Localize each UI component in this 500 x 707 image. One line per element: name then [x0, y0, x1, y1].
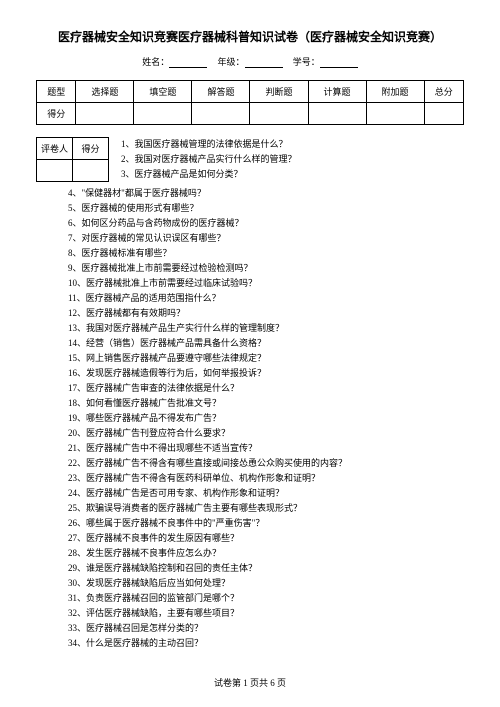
grader-score-label: 得分	[73, 138, 109, 160]
score-header-cell: 附加题	[366, 81, 424, 103]
question-item: 9、医疗器械批准上市前需要经过检验检测吗？	[68, 261, 464, 276]
question-item: 31、负责医疗器械召回的监管部门是哪个？	[68, 591, 464, 606]
question-item: 21、医疗器械广告中不得出现哪些不适当宣传？	[68, 441, 464, 456]
question-item: 3、医疗器械产品是如何分类？	[121, 167, 297, 182]
question-item: 7、对医疗器械的常见认识误区有哪些？	[68, 231, 464, 246]
question-item: 2、我国对医疗器械产品实行什么样的管理？	[121, 152, 297, 167]
question-item: 8、医疗器械标准有哪些？	[68, 246, 464, 261]
question-item: 18、如何看懂医疗器械广告批准文号？	[68, 396, 464, 411]
score-cell	[424, 103, 463, 125]
score-header-row: 题型 选择题 填空题 解答题 判断题 计算题 附加题 总分	[37, 81, 464, 103]
score-header-cell: 总分	[424, 81, 463, 103]
score-header-cell: 题型	[37, 81, 76, 103]
score-table: 题型 选择题 填空题 解答题 判断题 计算题 附加题 总分 得分	[36, 80, 464, 125]
question-item: 10、医疗器械批准上市前需要经过临床试验吗？	[68, 276, 464, 291]
question-item: 25、欺骗误导消费者的医疗器械广告主要有哪些表现形式？	[68, 501, 464, 516]
score-value-row: 得分	[37, 103, 464, 125]
score-cell	[192, 103, 250, 125]
question-item: 17、医疗器械广告审查的法律依据是什么？	[68, 381, 464, 396]
question-item: 15、网上销售医疗器械产品要遵守哪些法律规定？	[68, 351, 464, 366]
question-item: 19、哪些医疗器械产品不得发布广告？	[68, 411, 464, 426]
question-item: 14、经营（销售）医疗器械产品需具备什么资格？	[68, 336, 464, 351]
score-header-cell: 计算题	[308, 81, 366, 103]
grader-cell	[37, 160, 73, 182]
question-item: 6、如何区分药品与含药物成份的医疗器械？	[68, 216, 464, 231]
score-cell	[366, 103, 424, 125]
question-item: 29、谁是医疗器械缺陷控制和召回的责任主体？	[68, 561, 464, 576]
questions-list: 4、"保健器材"都属于医疗器械吗？5、医疗器械的使用形式有哪些？6、如何区分药品…	[36, 186, 464, 651]
id-label: 学号：	[293, 57, 320, 67]
question-item: 5、医疗器械的使用形式有哪些？	[68, 201, 464, 216]
score-cell	[76, 103, 134, 125]
grader-cell	[73, 160, 109, 182]
page-title: 医疗器械安全知识竞赛医疗器械科普知识试卷（医疗器械安全知识竞赛）	[36, 28, 464, 45]
score-header-cell: 填空题	[134, 81, 192, 103]
question-item: 20、医疗器械广告刊登应符合什么要求？	[68, 426, 464, 441]
grade-underline	[245, 57, 283, 68]
question-item: 13、我国对医疗器械产品生产实行什么样的管理制度？	[68, 321, 464, 336]
score-header-cell: 解答题	[192, 81, 250, 103]
score-cell	[250, 103, 308, 125]
question-item: 22、医疗器械广告不得含有哪些直接或间接怂恿公众购买使用的内容？	[68, 456, 464, 471]
question-item: 26、哪些属于医疗器械不良事件中的"严重伤害"？	[68, 516, 464, 531]
question-item: 24、医疗器械广告是否可用专家、机构作形象和证明？	[68, 486, 464, 501]
grader-section: 评卷人 得分 1、我国医疗器械管理的法律依据是什么？ 2、我国对医疗器械产品实行…	[36, 137, 464, 182]
question-item: 28、发生医疗器械不良事件应怎么办？	[68, 546, 464, 561]
question-item: 12、医疗器械都有有效期吗？	[68, 306, 464, 321]
score-cell	[134, 103, 192, 125]
name-label: 姓名：	[142, 57, 169, 67]
question-item: 27、医疗器械不良事件的发生原因有哪些？	[68, 531, 464, 546]
question-item: 32、评估医疗器械缺陷，主要有哪些项目？	[68, 606, 464, 621]
question-item: 30、发现医疗器械缺陷后应当如何处理？	[68, 576, 464, 591]
page-footer: 试卷第 1 页共 6 页	[0, 676, 500, 689]
question-item: 4、"保健器材"都属于医疗器械吗？	[68, 186, 464, 201]
id-underline	[320, 57, 358, 68]
top-questions: 1、我国医疗器械管理的法律依据是什么？ 2、我国对医疗器械产品实行什么样的管理？…	[121, 137, 297, 182]
score-header-cell: 选择题	[76, 81, 134, 103]
question-item: 34、什么是医疗器械的主动召回？	[68, 636, 464, 651]
score-cell	[308, 103, 366, 125]
question-item: 23、医疗器械广告不得含有医药科研单位、机构作形象和证明？	[68, 471, 464, 486]
question-item: 33、医疗器械召回是怎样分类的？	[68, 621, 464, 636]
grade-label: 年级：	[217, 57, 244, 67]
info-line: 姓名： 年级： 学号：	[36, 55, 464, 68]
score-row-label: 得分	[37, 103, 76, 125]
name-underline	[169, 57, 207, 68]
question-item: 11、医疗器械产品的适用范围指什么？	[68, 291, 464, 306]
grader-table: 评卷人 得分	[36, 137, 109, 182]
question-item: 1、我国医疗器械管理的法律依据是什么？	[121, 137, 297, 152]
score-header-cell: 判断题	[250, 81, 308, 103]
question-item: 16、发现医疗器械造假等行为后，如何举报投诉？	[68, 366, 464, 381]
grader-label: 评卷人	[37, 138, 73, 160]
